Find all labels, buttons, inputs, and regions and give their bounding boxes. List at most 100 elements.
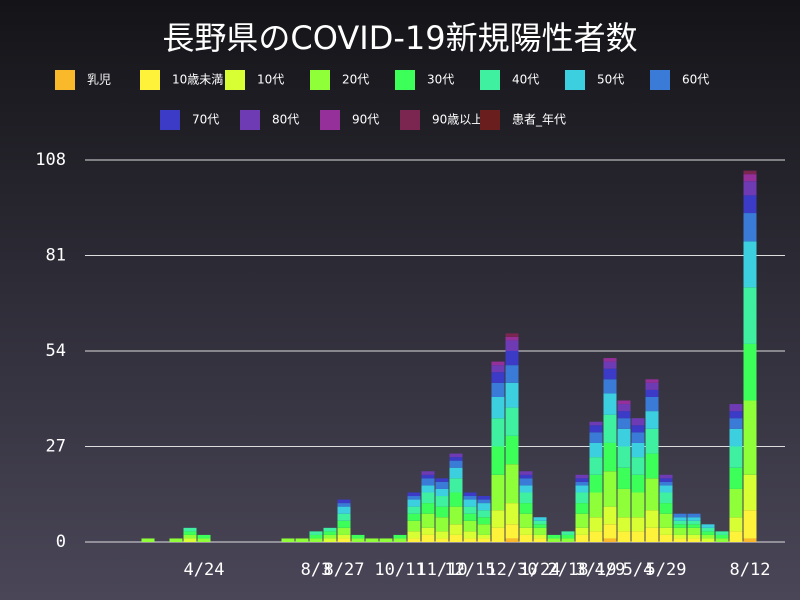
y-tick-label: 81 xyxy=(46,246,66,266)
bar xyxy=(393,534,407,539)
bar xyxy=(463,496,477,500)
bar xyxy=(561,538,575,542)
bar xyxy=(519,492,533,504)
bar xyxy=(673,534,687,539)
x-tick-label: 4/24 xyxy=(184,560,225,580)
bar xyxy=(603,524,617,539)
bar xyxy=(561,531,575,535)
bar xyxy=(519,474,533,479)
bar xyxy=(659,481,673,486)
x-tick-label: 4/9 xyxy=(595,560,626,580)
bar xyxy=(659,527,673,535)
bar xyxy=(743,181,757,196)
bar xyxy=(505,407,519,436)
bar xyxy=(575,503,589,514)
bar xyxy=(743,170,757,175)
bar xyxy=(631,442,645,458)
bar xyxy=(519,471,533,475)
bar xyxy=(477,510,491,518)
legend-label: 80代 xyxy=(272,113,299,127)
legend-label: 20代 xyxy=(342,73,369,87)
bar xyxy=(183,538,197,542)
legend-swatch xyxy=(240,110,260,130)
bar xyxy=(309,538,323,542)
x-tick-label: 1/24 xyxy=(520,560,561,580)
bar xyxy=(701,534,715,539)
legend-label: 90代 xyxy=(352,113,379,127)
bar xyxy=(421,513,435,528)
bar xyxy=(407,538,421,542)
bar xyxy=(645,478,659,511)
bar xyxy=(463,499,477,507)
bar xyxy=(141,538,155,542)
bar xyxy=(617,418,631,429)
bar xyxy=(645,527,659,542)
bar xyxy=(673,513,687,518)
bar xyxy=(519,527,533,535)
bar xyxy=(603,442,617,472)
bar xyxy=(603,538,617,542)
bar xyxy=(449,467,463,479)
bar xyxy=(421,492,435,504)
bar xyxy=(729,446,743,468)
bar xyxy=(687,517,701,521)
bar xyxy=(337,538,351,542)
y-tick-label: 108 xyxy=(35,150,66,170)
bar xyxy=(715,538,729,542)
bar xyxy=(407,499,421,507)
bar xyxy=(505,503,519,525)
bar xyxy=(603,361,617,369)
bar xyxy=(421,474,435,479)
bar xyxy=(309,534,323,539)
bar xyxy=(589,442,603,458)
bar xyxy=(435,496,449,507)
bar xyxy=(673,517,687,521)
bar xyxy=(491,382,505,397)
bar xyxy=(589,492,603,518)
bar xyxy=(547,534,561,539)
bar xyxy=(575,481,589,486)
bar xyxy=(631,492,645,518)
bar xyxy=(603,358,617,362)
bar xyxy=(589,421,603,426)
bar xyxy=(463,538,477,542)
bar xyxy=(589,425,603,433)
bar xyxy=(617,517,631,532)
bar xyxy=(533,517,547,521)
bar xyxy=(505,464,519,504)
bar xyxy=(701,531,715,535)
legend-label: 乳児 xyxy=(87,73,111,87)
bar xyxy=(645,382,659,390)
bar xyxy=(533,524,547,528)
bar xyxy=(491,527,505,542)
legend-swatch xyxy=(480,70,500,90)
bar xyxy=(281,538,295,542)
bar xyxy=(575,527,589,535)
x-tick-label: 3/19 xyxy=(576,560,617,580)
bar xyxy=(575,485,589,493)
bar xyxy=(519,503,533,514)
bar xyxy=(729,404,743,412)
bar xyxy=(337,499,351,504)
bar xyxy=(505,524,519,539)
bar xyxy=(575,534,589,542)
bar xyxy=(463,520,477,532)
bar xyxy=(589,474,603,493)
x-tick-label: 10/11 xyxy=(374,560,425,580)
bar xyxy=(701,538,715,542)
bar xyxy=(743,400,757,475)
bar xyxy=(715,534,729,539)
bar xyxy=(645,428,659,454)
bar xyxy=(659,513,673,528)
bar xyxy=(477,499,491,504)
bar xyxy=(743,174,757,182)
bar xyxy=(435,506,449,518)
bar xyxy=(617,467,631,489)
bar xyxy=(659,485,673,493)
bar xyxy=(687,534,701,539)
bar xyxy=(365,538,379,542)
bar xyxy=(673,538,687,542)
legend-label: 50代 xyxy=(597,73,624,87)
bar xyxy=(505,333,519,337)
bar xyxy=(505,365,519,383)
